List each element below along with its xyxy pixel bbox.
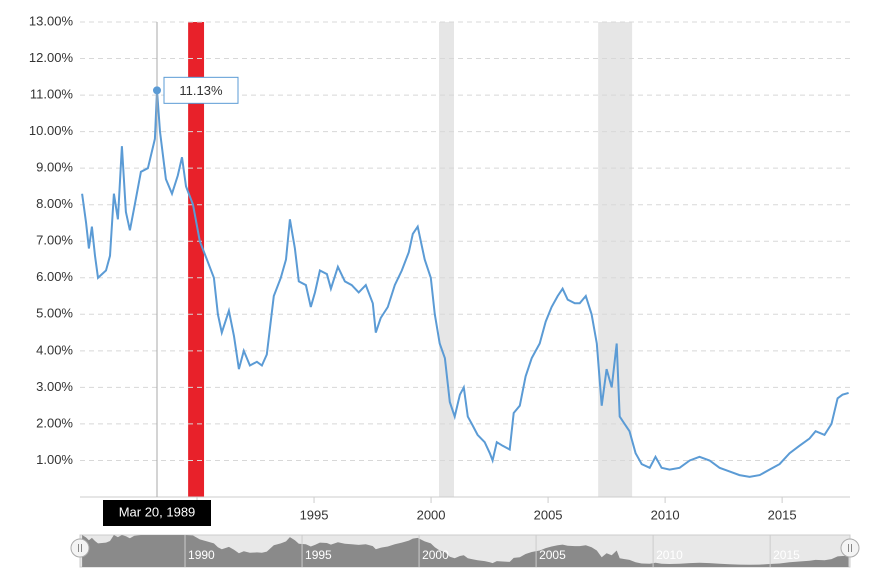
- recession-band: [439, 22, 454, 497]
- navigator-label: 2015: [773, 548, 800, 562]
- y-tick-label: 11.00%: [30, 87, 74, 102]
- navigator-label: 1995: [305, 548, 332, 562]
- x-tick-label: 2015: [768, 507, 797, 522]
- y-tick-label: 7.00%: [36, 233, 73, 248]
- x-tick-label: 1995: [300, 507, 329, 522]
- navigator-handle[interactable]: [840, 538, 860, 558]
- navigator-label: 1990: [188, 548, 215, 562]
- y-tick-label: 2.00%: [36, 415, 73, 430]
- line: [81, 90, 849, 478]
- y-tick-label: 8.00%: [36, 196, 73, 211]
- navigator-handle[interactable]: [70, 538, 90, 558]
- navigator-label: 2005: [539, 548, 566, 562]
- date-text: Mar 20, 1989: [119, 504, 196, 519]
- recession-band: [188, 22, 205, 497]
- date-box: [103, 500, 211, 526]
- hover-point: [153, 86, 161, 95]
- navigator-area: [82, 535, 849, 567]
- y-tick-label: 4.00%: [36, 342, 73, 357]
- y-tick-label: 5.00%: [36, 306, 73, 321]
- y-tick-label: 6.00%: [36, 269, 73, 284]
- y-tick-label: 9.00%: [36, 160, 73, 175]
- x-tick-label: 2000: [417, 507, 446, 522]
- y-tick-label: 3.00%: [36, 379, 73, 394]
- navigator-label: 2000: [422, 548, 449, 562]
- recession-band: [598, 22, 633, 497]
- x-tick-label: 2010: [651, 507, 680, 522]
- tooltip-box: [163, 76, 239, 104]
- y-tick-label: 1.00%: [36, 452, 73, 467]
- tooltip-text: 11.13%: [179, 83, 223, 98]
- y-tick-label: 10.00%: [29, 123, 74, 138]
- y-tick-label: 12.00%: [29, 50, 74, 65]
- y-tick-label: 13.00%: [29, 13, 74, 28]
- x-tick-label: 2005: [534, 507, 563, 522]
- navigator-label: 2010: [656, 548, 683, 562]
